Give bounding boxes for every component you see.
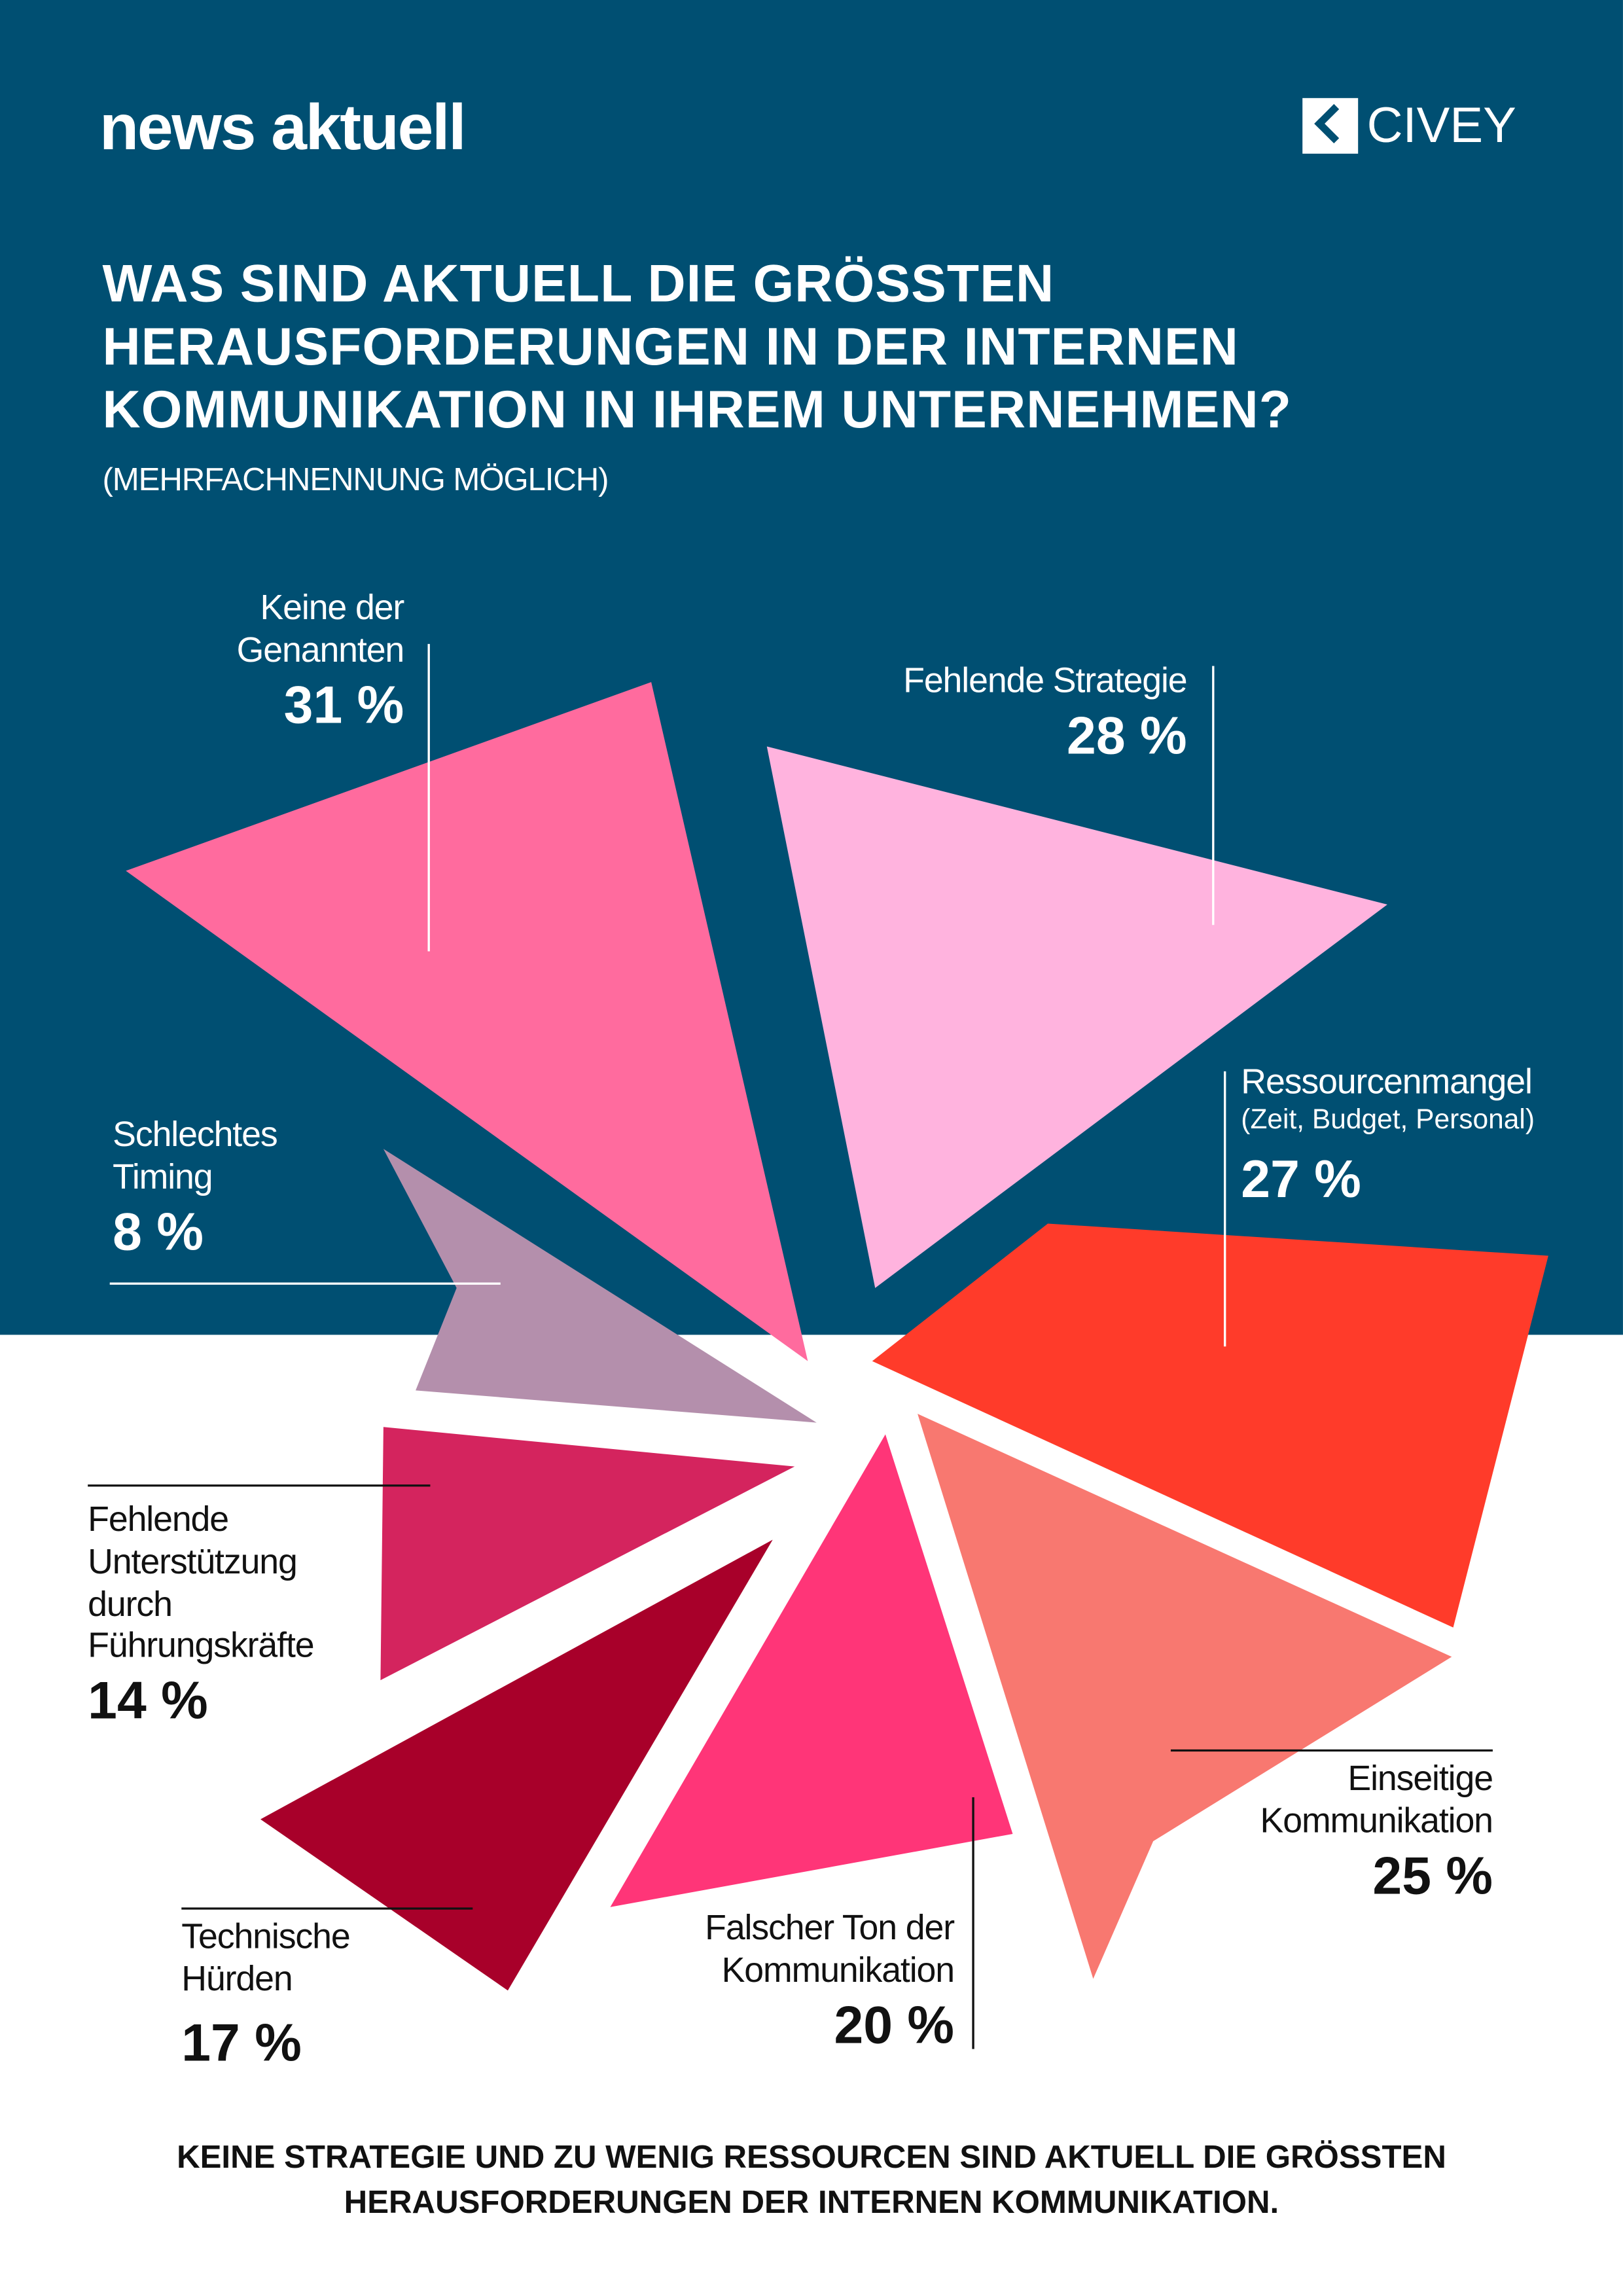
category-label: Fehlende Strategie xyxy=(903,661,1188,702)
civey-wordmark: CIVEY xyxy=(1366,98,1516,154)
label-schlechtes-timing: Schlechtes Timing 8 % xyxy=(113,1115,288,1263)
header-background xyxy=(0,0,1623,1335)
shape-technische-huerden xyxy=(260,1539,773,1991)
label-technische-huerden: Technische Hürden 17 % xyxy=(181,1917,372,2073)
shape-falscher-ton xyxy=(610,1434,1013,1907)
category-label: Keine der Genannten xyxy=(236,588,405,670)
category-label: Ressourcenmangel xyxy=(1241,1062,1533,1102)
title-text: WAS SIND AKTUELL DIE GRÖSSTEN HERAUSFORD… xyxy=(102,253,1293,439)
label-fehlende-unterstuetzung: Fehlende Unterstützung durch Führungskrä… xyxy=(88,1500,322,1732)
title-subtitle: (MEHRFACHNENNUNG MÖGLICH) xyxy=(102,461,609,498)
data-label: 17 % xyxy=(181,2011,302,2072)
data-label: 27 % xyxy=(1241,1148,1361,1209)
shape-fehlende-strategie xyxy=(766,746,1387,1288)
label-einseitige-kommunikation: Einseitige Kommunikation 25 % xyxy=(1215,1759,1493,1907)
category-label: Fehlende Unterstützung durch Führungskrä… xyxy=(88,1500,314,1666)
label-falscher-ton: Falscher Ton der Kommunikation 20 % xyxy=(676,1909,955,2056)
news-aktuell-logo: news aktuell xyxy=(99,92,467,164)
footer-line: HERAUSFORDERUNGEN DER INTERNEN KOMMUNIKA… xyxy=(344,2183,1279,2221)
category-label: Einseitige Kommunikation xyxy=(1260,1759,1493,1841)
civey-logo: CIVEY xyxy=(1302,97,1516,156)
shape-ressourcenmangel xyxy=(872,1223,1548,1628)
label-fehlende-strategie: Fehlende Strategie 28 % xyxy=(903,661,1188,767)
data-label: 25 % xyxy=(1372,1844,1493,1905)
data-label: 14 % xyxy=(88,1670,208,1731)
category-label: Technische Hürden xyxy=(181,1917,350,2000)
data-label: 8 % xyxy=(113,1201,204,1261)
shape-fehlende-unterstuetzung xyxy=(380,1427,795,1681)
data-label: 31 % xyxy=(283,673,404,734)
label-ressourcenmangel: Ressourcenmangel (Zeit, Budget, Personal… xyxy=(1241,1062,1535,1210)
civey-mark-icon xyxy=(1302,98,1359,154)
footer-line: KEINE STRATEGIE UND ZU WENIG RESSOURCEN … xyxy=(177,2138,1446,2175)
page-title: WAS SIND AKTUELL DIE GRÖSSTEN HERAUSFORD… xyxy=(103,252,1420,511)
label-keine-der-genannten: Keine der Genannten 31 % xyxy=(169,588,405,736)
category-note: (Zeit, Budget, Personal) xyxy=(1241,1104,1535,1136)
data-label: 20 % xyxy=(834,1994,955,2054)
category-label: Schlechtes Timing xyxy=(113,1115,277,1197)
shape-schlechtes-timing xyxy=(383,1149,817,1423)
data-label: 28 % xyxy=(1067,705,1187,766)
footer-conclusion: KEINE STRATEGIE UND ZU WENIG RESSOURCEN … xyxy=(0,2134,1623,2225)
shape-einseitige-kommunikation xyxy=(918,1414,1452,1979)
category-label: Falscher Ton der Kommunikation xyxy=(705,1909,955,1990)
shape-keine-der-genannten xyxy=(126,682,808,1361)
